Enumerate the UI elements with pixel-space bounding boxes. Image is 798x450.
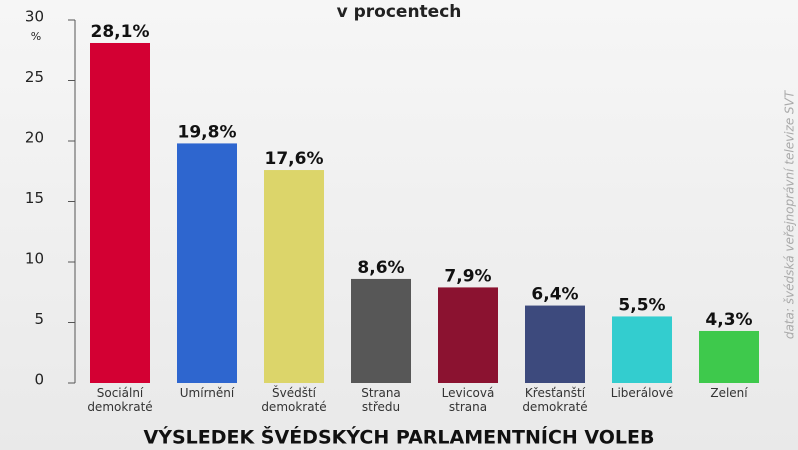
x-tick-label: Zelení bbox=[710, 386, 748, 400]
x-tick-label: Švédští demokraté bbox=[261, 386, 327, 414]
bar bbox=[90, 42, 150, 384]
y-tick-label: 25 bbox=[25, 68, 44, 86]
y-tick-label: 5 bbox=[34, 310, 44, 328]
value-label: 5,5% bbox=[618, 295, 665, 315]
x-tick-label: Levicová strana bbox=[441, 386, 495, 414]
x-tick-label: Liberálové bbox=[610, 386, 674, 400]
bar bbox=[438, 287, 498, 383]
bar bbox=[699, 330, 759, 383]
x-tick-label: Strana středu bbox=[361, 386, 401, 414]
y-tick-label: 30 bbox=[25, 8, 44, 26]
chart-subtitle: v procentech bbox=[337, 2, 462, 22]
y-tick-label: 0 bbox=[34, 371, 44, 389]
value-label: 7,9% bbox=[444, 266, 491, 286]
y-unit: % bbox=[31, 30, 41, 43]
chart-title: VÝSLEDEK ŠVÉDSKÝCH PARLAMENTNÍCH VOLEB bbox=[143, 425, 654, 449]
value-label: 17,6% bbox=[265, 149, 324, 169]
value-label: 28,1% bbox=[91, 22, 150, 42]
y-tick-label: 15 bbox=[25, 189, 44, 207]
bar bbox=[177, 143, 237, 383]
bar bbox=[612, 316, 672, 383]
source: data: švédská veřejnoprávní televize SVT bbox=[783, 89, 797, 339]
bar bbox=[264, 170, 324, 383]
y-tick-label: 20 bbox=[25, 129, 44, 147]
value-label: 8,6% bbox=[357, 258, 404, 278]
x-tick-label: Umírnění bbox=[179, 386, 235, 400]
value-label: 4,3% bbox=[705, 310, 752, 330]
x-tick-label: Sociální demokraté bbox=[87, 386, 153, 414]
bar bbox=[351, 278, 411, 383]
x-tick-label: Křesťanští demokraté bbox=[522, 386, 588, 414]
bar bbox=[525, 305, 585, 383]
value-label: 6,4% bbox=[531, 285, 578, 305]
y-tick-label: 10 bbox=[25, 250, 44, 268]
value-label: 19,8% bbox=[178, 122, 237, 142]
